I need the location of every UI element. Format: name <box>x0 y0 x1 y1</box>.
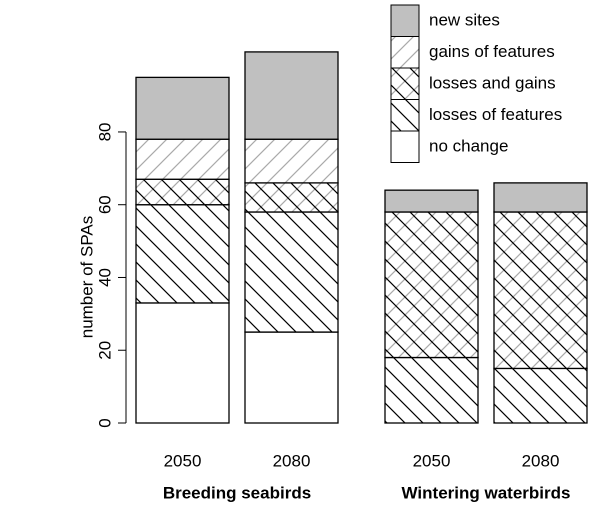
bar-segment <box>244 182 339 213</box>
legend-swatch <box>390 67 420 100</box>
legend-label: losses and gains <box>429 73 556 92</box>
x-tick-label: 2080 <box>522 451 560 470</box>
bar-segment <box>244 211 339 333</box>
bar-segment <box>493 367 588 424</box>
legend-label: losses of features <box>429 105 562 124</box>
bar-segment <box>384 211 479 359</box>
y-tick-label: 40 <box>95 268 114 287</box>
bar-segment <box>244 51 339 140</box>
legend-swatch <box>390 4 420 37</box>
y-tick-label: 80 <box>95 122 114 141</box>
bar-segment <box>135 302 230 424</box>
bar-segment <box>493 182 588 213</box>
legend-label: no change <box>429 136 508 155</box>
legend-swatch <box>390 130 420 163</box>
legend-label: new sites <box>429 10 500 29</box>
group-label: Wintering waterbirds <box>402 483 571 502</box>
x-tick-label: 2050 <box>164 451 202 470</box>
legend-swatch <box>390 99 420 132</box>
y-tick-label: 0 <box>95 418 114 427</box>
bar-segment <box>135 138 230 180</box>
bar-segment <box>244 331 339 424</box>
y-tick-label: 60 <box>95 195 114 214</box>
bar-segment <box>384 189 479 213</box>
bar-segment <box>135 178 230 206</box>
y-tick-label: 20 <box>95 341 114 360</box>
group-label: Breeding seabirds <box>163 483 311 502</box>
x-tick-label: 2080 <box>273 451 311 470</box>
legend-label: gains of features <box>429 42 555 61</box>
x-tick-label: 2050 <box>413 451 451 470</box>
y-axis-label: number of SPAs <box>77 216 96 339</box>
bar-segment <box>493 211 588 370</box>
bar-segment <box>135 76 230 140</box>
legend-swatch <box>390 36 420 69</box>
bar-segment <box>135 204 230 304</box>
bar-segment <box>384 356 479 424</box>
bar-segment <box>244 138 339 184</box>
